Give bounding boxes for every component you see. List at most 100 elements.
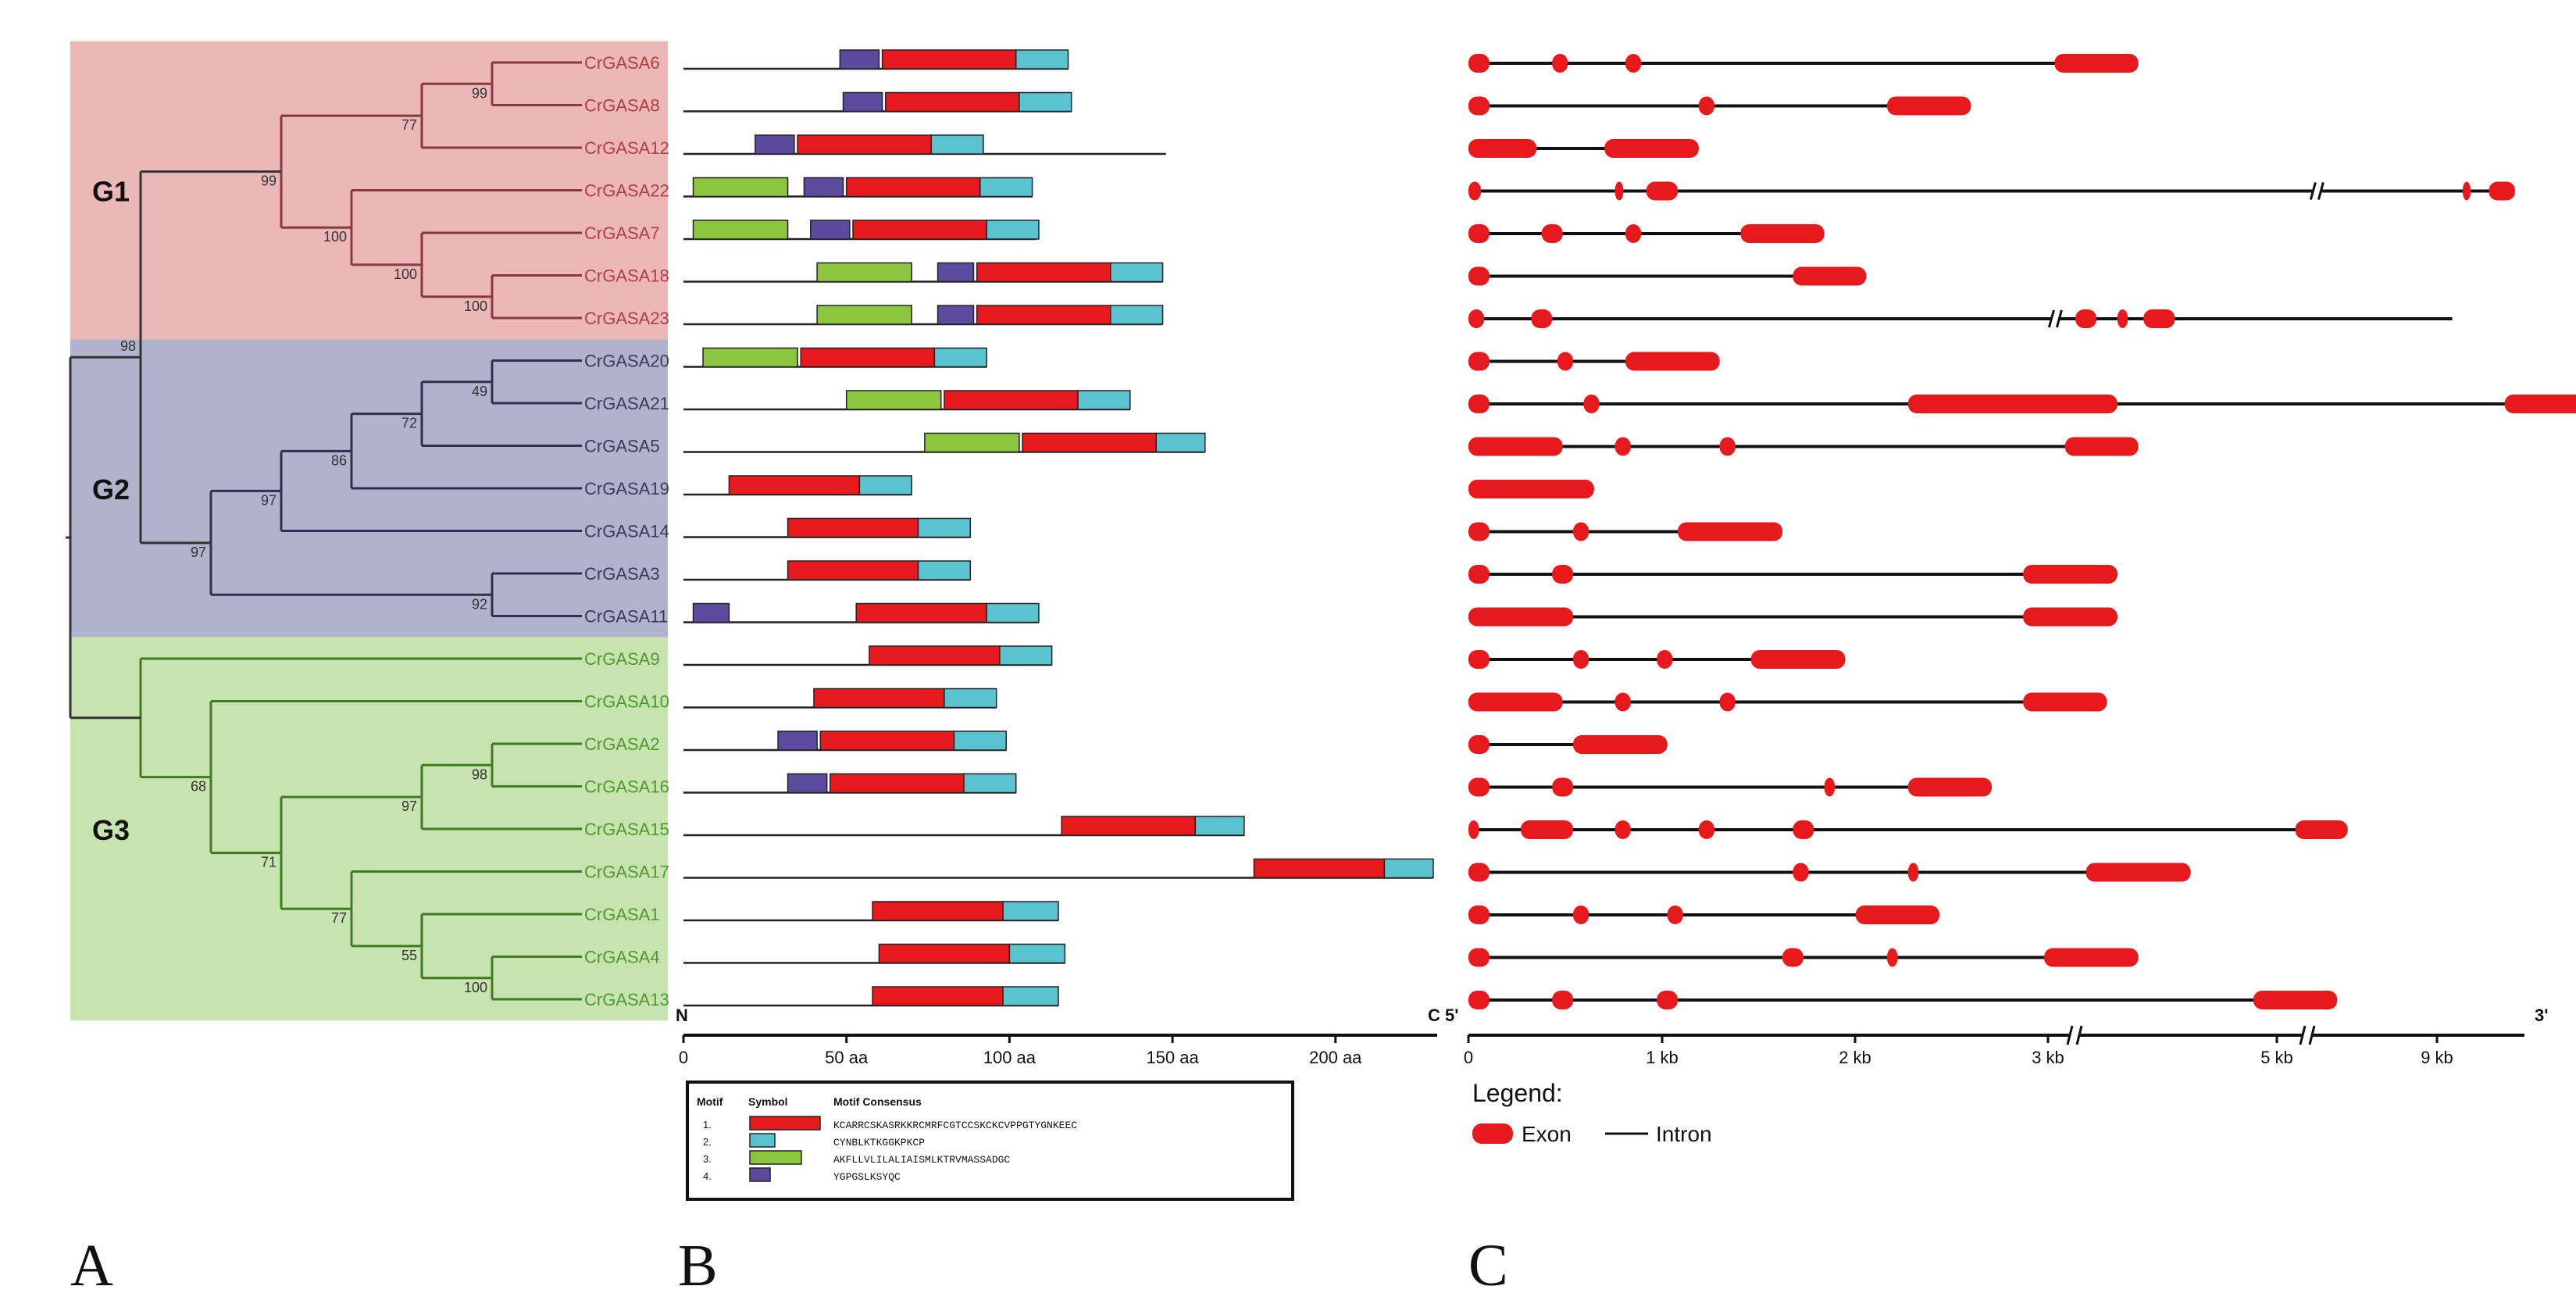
exon-box xyxy=(1604,139,1699,158)
exon-box xyxy=(1468,480,1594,498)
motif-axis-tick-label: 150 aa xyxy=(1146,1048,1199,1067)
exon-box xyxy=(1625,224,1642,243)
motif-1-box xyxy=(787,560,919,580)
gene-axis-break-mark xyxy=(2075,1025,2083,1045)
exon-box xyxy=(1573,650,1589,669)
exon-box xyxy=(1657,991,1678,1009)
panel-label-c: C xyxy=(1468,1233,1508,1298)
exon-box xyxy=(1614,692,1631,712)
exon-box xyxy=(1531,309,1553,328)
exon-box xyxy=(1468,650,1490,669)
exon-box xyxy=(1521,820,1573,839)
motif-3-box xyxy=(702,347,798,368)
motif-2-box xyxy=(963,773,1017,794)
motif-1-box xyxy=(797,134,932,155)
motif-2-box xyxy=(1019,91,1072,113)
motif-2-box xyxy=(1110,305,1164,325)
gene-axis-end: 3' xyxy=(2535,1006,2548,1025)
gene-label-crgasa16: CrGASA16 xyxy=(584,777,669,797)
motif-2-box xyxy=(1155,432,1206,453)
exon-box xyxy=(1614,181,1624,201)
exon-box xyxy=(1907,863,1919,882)
motif-1-box xyxy=(728,475,861,495)
motif-axis-tick-label: 0 xyxy=(679,1048,688,1067)
gene-axis-break-mark xyxy=(2308,1025,2316,1045)
legend-motif-number: 4. xyxy=(703,1170,712,1182)
panel-label-a: A xyxy=(70,1233,113,1298)
panel-c: 5' 3' 0 1 kb 2 kb 3 kb 5 kb 9 kb Legend: Exon Intr… xyxy=(1445,54,2576,1146)
exon-box xyxy=(1468,181,1482,201)
exon-box xyxy=(1646,181,1678,201)
motif-2-box xyxy=(1077,390,1131,410)
exon-box xyxy=(1468,54,1490,73)
gene-label-crgasa4: CrGASA4 xyxy=(584,948,660,967)
bootstrap-value: 99 xyxy=(472,85,487,101)
motif-4-box xyxy=(937,305,975,325)
motif-3-box xyxy=(816,262,912,283)
bootstrap-value: 49 xyxy=(472,384,487,399)
legend-header-symbol: Symbol xyxy=(748,1095,788,1108)
motif-axis-start: N xyxy=(676,1006,688,1025)
motif-3-box xyxy=(692,220,789,240)
exon-box xyxy=(1468,395,1490,413)
exon-box xyxy=(1887,948,1898,967)
exon-box xyxy=(1468,735,1490,754)
exon-box xyxy=(1468,309,1485,328)
bootstrap-value: 98 xyxy=(120,338,136,354)
exon-box xyxy=(1657,650,1673,669)
exon-box xyxy=(1667,906,1683,924)
motif-2-box xyxy=(953,731,1007,751)
exon-box xyxy=(1793,266,1867,286)
exon-box xyxy=(1625,54,1642,73)
gene-label-crgasa18: CrGASA18 xyxy=(584,266,669,286)
exon-box xyxy=(1468,820,1479,839)
gene-axis-start: 5' xyxy=(1445,1006,1458,1025)
motif-2-box xyxy=(986,602,1040,623)
motif-2-box xyxy=(1002,901,1059,921)
exon-box xyxy=(2064,437,2139,456)
exon-box xyxy=(2489,181,2515,201)
bootstrap-value: 100 xyxy=(323,229,347,245)
legend-motif-symbol xyxy=(749,1133,776,1148)
gene-legend-title: Legend: xyxy=(1472,1079,1563,1107)
motif-3-box xyxy=(845,390,942,410)
bootstrap-value: 55 xyxy=(401,948,417,963)
exon-box xyxy=(1583,395,1600,413)
motif-4-box xyxy=(777,731,818,751)
gene-axis-tick-label: 5 kb xyxy=(2260,1048,2293,1067)
exon-box xyxy=(2023,565,2118,584)
exon-box xyxy=(1541,224,1563,243)
motif-4-box xyxy=(692,602,730,623)
motif-2-box xyxy=(1015,49,1069,70)
bootstrap-value: 77 xyxy=(401,117,417,133)
legend-header-consensus: Motif Consensus xyxy=(833,1095,922,1108)
legend-motif-consensus: YGPGSLKSYQC xyxy=(833,1171,901,1183)
exon-box xyxy=(2075,309,2096,328)
exon-box xyxy=(1855,906,1939,924)
bootstrap-value: 98 xyxy=(472,766,487,782)
motif-2-box xyxy=(986,220,1040,240)
motif-1-box xyxy=(819,731,955,751)
motif-2-box xyxy=(944,688,997,709)
gene-label-crgasa2: CrGASA2 xyxy=(584,734,660,754)
motif-1-box xyxy=(1253,858,1386,879)
exon-box xyxy=(1573,906,1589,924)
bootstrap-value: 100 xyxy=(394,266,417,282)
motif-axis-tick-label: 100 aa xyxy=(983,1048,1036,1067)
gene-label-crgasa9: CrGASA9 xyxy=(584,649,660,669)
gene-label-crgasa10: CrGASA10 xyxy=(584,692,669,712)
legend-motif-symbol xyxy=(749,1150,802,1165)
motif-4-box xyxy=(937,262,975,283)
gene-label-crgasa22: CrGASA22 xyxy=(584,181,669,201)
exon-box xyxy=(1468,607,1573,627)
phylogenetic-tree: 99 77 100 100 100 99 49 72 86 97 92 97 98 98 97 100 55 77… xyxy=(66,61,582,1001)
motif-4-box xyxy=(810,220,851,240)
gene-label-crgasa13: CrGASA13 xyxy=(584,990,669,1009)
legend-motif-symbol xyxy=(749,1116,821,1131)
gene-label-crgasa1: CrGASA1 xyxy=(584,905,660,924)
gene-label-crgasa6: CrGASA6 xyxy=(584,53,660,73)
axis-break-mark xyxy=(2309,182,2317,200)
exon-box xyxy=(1793,820,1814,839)
